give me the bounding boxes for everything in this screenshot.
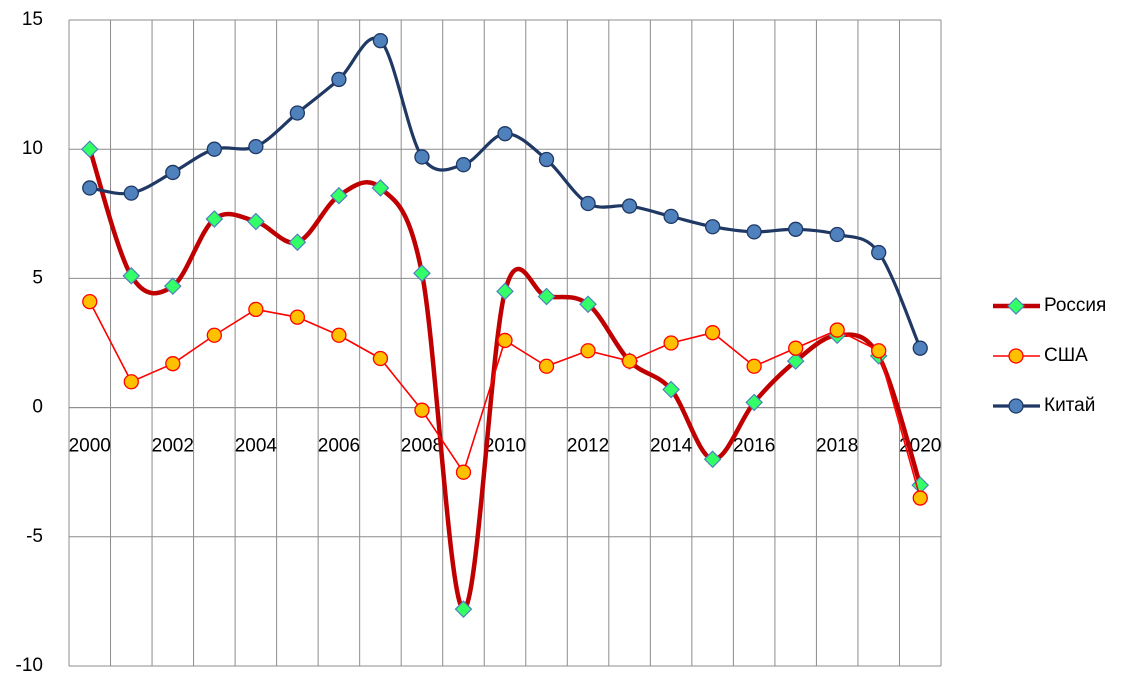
y-tick-label: 10 bbox=[22, 138, 43, 159]
legend-label: США bbox=[1044, 345, 1088, 366]
marker bbox=[871, 244, 887, 261]
x-tick-label: 2004 bbox=[235, 436, 278, 457]
marker bbox=[123, 185, 139, 201]
marker bbox=[496, 282, 514, 301]
marker bbox=[289, 309, 306, 325]
marker bbox=[80, 140, 99, 159]
marker bbox=[580, 195, 596, 212]
marker bbox=[247, 212, 265, 231]
marker bbox=[746, 358, 762, 374]
marker bbox=[455, 464, 472, 480]
series bbox=[80, 140, 930, 619]
marker bbox=[163, 277, 182, 296]
x-tick-label: 2010 bbox=[484, 436, 526, 457]
marker bbox=[206, 141, 222, 157]
marker bbox=[786, 352, 805, 370]
legend-label: Китай bbox=[1044, 395, 1095, 416]
marker bbox=[497, 126, 513, 142]
marker bbox=[414, 149, 430, 165]
marker bbox=[662, 380, 680, 399]
marker bbox=[372, 33, 389, 49]
marker bbox=[912, 490, 928, 506]
legend-marker bbox=[1008, 398, 1024, 414]
marker bbox=[454, 600, 473, 619]
series bbox=[82, 294, 928, 506]
marker bbox=[248, 301, 264, 318]
y-tick-label: 5 bbox=[32, 267, 43, 288]
marker bbox=[165, 164, 181, 181]
marker bbox=[371, 179, 390, 197]
marker bbox=[663, 208, 679, 225]
marker bbox=[123, 374, 139, 390]
marker bbox=[912, 340, 928, 356]
marker bbox=[122, 266, 141, 285]
marker bbox=[663, 335, 679, 351]
marker bbox=[82, 294, 98, 310]
marker bbox=[745, 393, 763, 412]
marker bbox=[788, 221, 804, 237]
legend-marker bbox=[1007, 297, 1025, 315]
marker bbox=[331, 71, 347, 88]
marker bbox=[704, 325, 721, 341]
series-line bbox=[87, 148, 923, 612]
series bbox=[82, 33, 928, 356]
marker bbox=[497, 332, 513, 349]
marker bbox=[621, 353, 638, 369]
marker bbox=[372, 350, 389, 367]
y-tick-label: 15 bbox=[22, 9, 43, 30]
marker bbox=[621, 198, 638, 214]
marker bbox=[206, 327, 222, 343]
legend-marker bbox=[1008, 348, 1024, 364]
marker bbox=[165, 356, 181, 372]
marker bbox=[579, 295, 597, 314]
marker bbox=[289, 105, 306, 121]
marker bbox=[746, 224, 762, 240]
marker bbox=[580, 343, 596, 359]
marker bbox=[703, 450, 722, 469]
marker bbox=[455, 157, 472, 173]
marker bbox=[829, 322, 845, 338]
x-tick-label: 2014 bbox=[650, 436, 693, 457]
marker bbox=[537, 287, 556, 306]
y-tick-label: -10 bbox=[16, 655, 43, 676]
marker bbox=[538, 151, 555, 168]
marker bbox=[331, 327, 347, 343]
x-tick-label: 2016 bbox=[733, 436, 775, 457]
marker bbox=[205, 210, 224, 228]
x-tick-label: 2018 bbox=[816, 436, 858, 457]
marker bbox=[788, 340, 804, 356]
marker bbox=[871, 343, 887, 359]
y-tick-label: 0 bbox=[32, 397, 43, 418]
x-tick-label: 2008 bbox=[401, 436, 443, 457]
marker bbox=[82, 180, 98, 196]
marker bbox=[829, 226, 845, 243]
marker bbox=[414, 402, 430, 418]
x-tick-label: 2002 bbox=[152, 436, 194, 457]
x-tick-label: 2006 bbox=[318, 436, 360, 457]
marker bbox=[704, 219, 721, 235]
marker bbox=[248, 138, 264, 155]
marker bbox=[330, 186, 348, 205]
x-tick-label: 2012 bbox=[567, 436, 609, 457]
marker bbox=[288, 233, 307, 252]
marker bbox=[538, 358, 555, 374]
y-tick-label: -5 bbox=[26, 526, 43, 547]
x-tick-label: 2000 bbox=[69, 436, 111, 457]
legend-label: Россия bbox=[1044, 295, 1106, 316]
marker bbox=[413, 264, 431, 283]
